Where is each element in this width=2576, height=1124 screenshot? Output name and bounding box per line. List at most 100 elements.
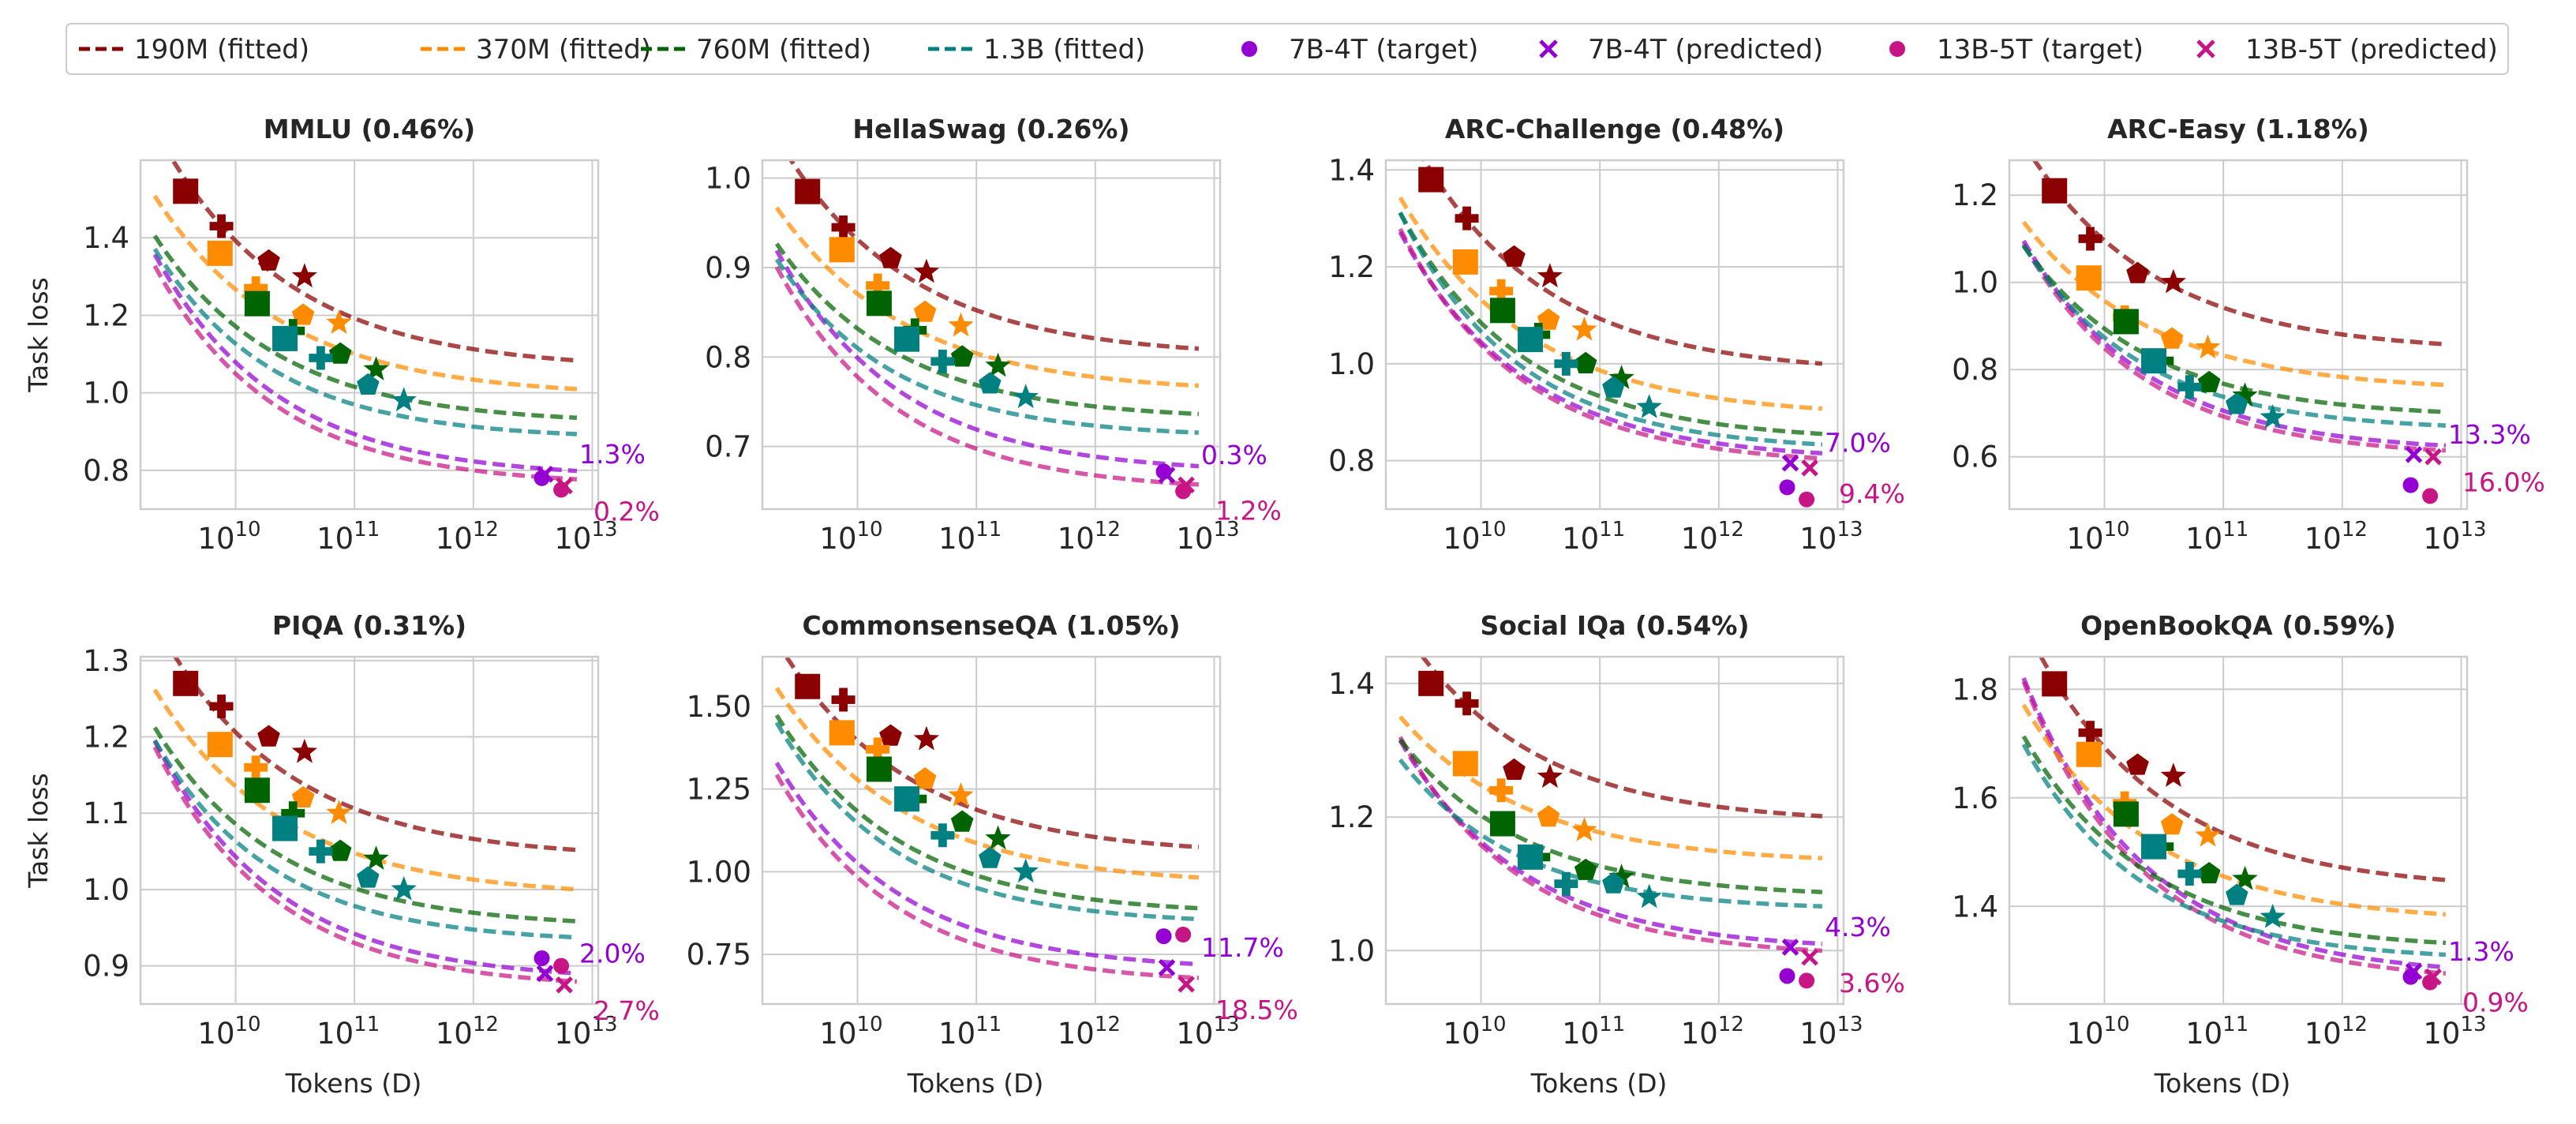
error-label-7b: 13.3% [2448,419,2531,450]
fitted-curve-190m [1420,657,1823,819]
plot-frame [2008,159,2469,511]
x-tick-label: 1010 [2066,1013,2129,1051]
data-point-760m-pentagon [2197,370,2221,392]
legend-label: 7B-4T (target) [1289,34,1478,66]
x-tick-base: 10 [197,1017,234,1051]
legend-marker-swatch [1241,41,1257,57]
data-point-370m-pentagon [2160,327,2184,349]
x-tick-base: 10 [2423,522,2460,556]
x-tick-exponent: 12 [1718,1013,1744,1036]
fitted-curve-760m [774,242,1200,417]
x-tick-base: 10 [1681,522,1718,556]
fitted-curve-1-3b [2021,743,2447,957]
data-point-1-3b-star [1013,858,1039,883]
fitted-curve-13b [2021,680,2447,976]
data-point-760m-square [1489,298,1515,324]
panel-social-iqa: 1010 1011 1012 10131.01.21.44.3%3.6%Social … [1328,610,1905,1099]
y-tick-label: 1.2 [1952,178,1998,212]
plot-content [774,160,1200,487]
target-point-7b [2402,477,2419,493]
x-tick-exponent: 11 [1599,518,1625,541]
x-tick-exponent: 10 [857,518,883,541]
y-tick-label: 1.0 [83,873,129,907]
predicted-point-13b [1801,459,1818,477]
x-tick-exponent: 13 [1213,1013,1239,1036]
data-point-760m-pentagon [328,839,352,861]
fitted-curve-760m [1398,738,1823,894]
x-tick-exponent: 10 [1481,1013,1507,1036]
data-point-1-3b-plus [1554,871,1578,896]
panel-arc-challenge: 1010 1011 1012 10130.81.01.21.47.0%9.4%ARC-… [1328,114,1905,556]
legend-frame [66,23,2509,75]
y-tick-label: 0.8 [83,454,129,488]
legend-marker-swatch [2196,39,2215,58]
data-point-1-3b-square [272,815,298,841]
data-point-370m-plus [1489,279,1514,303]
x-tick-label: 1010 [197,1013,260,1051]
legend-label: 13B-5T (target) [1937,34,2144,66]
legend-label: 190M (fitted) [134,34,309,66]
legend-entry-190m-fitted: 190M (fitted) [79,34,309,66]
plot-area [762,657,1220,1004]
fitted-curve-190m [2031,160,2447,347]
data-point-760m-star [1608,365,1634,389]
data-point-1-3b-pentagon [1602,376,1625,398]
x-tick-label: 1012 [2305,518,2368,556]
data-point-370m-star [1571,316,1597,341]
target-point-13b [1799,972,1815,989]
legend-entry-7b-4t-predicted: 7B-4T (predicted) [1539,34,1823,66]
predicted-point-13b [1801,949,1818,966]
target-point-7b [1155,928,1172,945]
data-point-190m-plus [2078,227,2102,251]
x-tick-label: 1013 [1176,518,1239,556]
data-point-760m-star [363,845,389,870]
legend-label: 370M (fitted) [476,34,651,66]
fitted-curve-370m [2021,220,2447,388]
x-tick-base: 10 [2305,1017,2342,1051]
data-point-370m-square [829,237,855,263]
plot-frame [1384,159,1845,511]
data-point-1-3b-plus [2177,375,2202,399]
data-point-760m-pentagon [1574,351,1597,373]
legend-label: 13B-5T (predicted) [2245,34,2498,66]
y-tick-label: 1.4 [1328,153,1375,187]
y-tick-label: 1.0 [83,377,129,410]
data-point-190m-pentagon [257,249,280,271]
plot-content [774,657,1200,980]
y-tick-label: 0.8 [1328,444,1375,478]
x-tick-base: 10 [1681,1017,1718,1051]
data-point-190m-plus [2078,721,2102,745]
data-point-370m-square [2076,265,2102,291]
data-point-760m-square [2113,801,2139,827]
x-tick-exponent: 13 [1213,518,1239,541]
data-point-190m-square [795,178,821,204]
x-tick-label: 1011 [1562,518,1625,556]
fitted-curve-13b [774,265,1200,487]
panels: 1010 1011 1012 10130.81.01.21.41.3%0.2%MMLU… [23,114,2545,1099]
x-tick-exponent: 13 [2460,518,2486,541]
data-point-190m-square [795,673,821,699]
data-point-370m-plus [244,276,268,301]
x-tick-exponent: 10 [235,1013,261,1036]
plot-area [762,160,1220,509]
legend-entry-760m-fitted: 760M (fitted) [641,34,871,66]
x-axis-label: Tokens (D) [2154,1068,2291,1099]
data-point-1-3b-plus [309,839,333,864]
y-tick-label: 1.4 [1328,667,1375,701]
predicted-point-7b [1158,466,1176,484]
legend-label: 1.3B (fitted) [983,34,1145,66]
y-tick-label: 1.0 [1328,347,1375,381]
x-tick-label: 1012 [1681,1013,1744,1051]
x-tick-label: 1013 [554,518,617,556]
data-point-1-3b-square [1518,844,1544,870]
predicted-point-7b [536,965,554,983]
x-tick-label: 1011 [2185,1013,2248,1051]
fitted-curve-760m [2021,245,2447,414]
plot-frame [139,655,600,1006]
plot-frame [761,655,1222,1006]
fitted-curve-370m [774,206,1200,388]
plot-frame [139,159,600,511]
y-tick-label: 1.25 [687,773,751,807]
fitted-curve-7b [152,740,578,976]
x-tick-base: 10 [819,1017,856,1051]
